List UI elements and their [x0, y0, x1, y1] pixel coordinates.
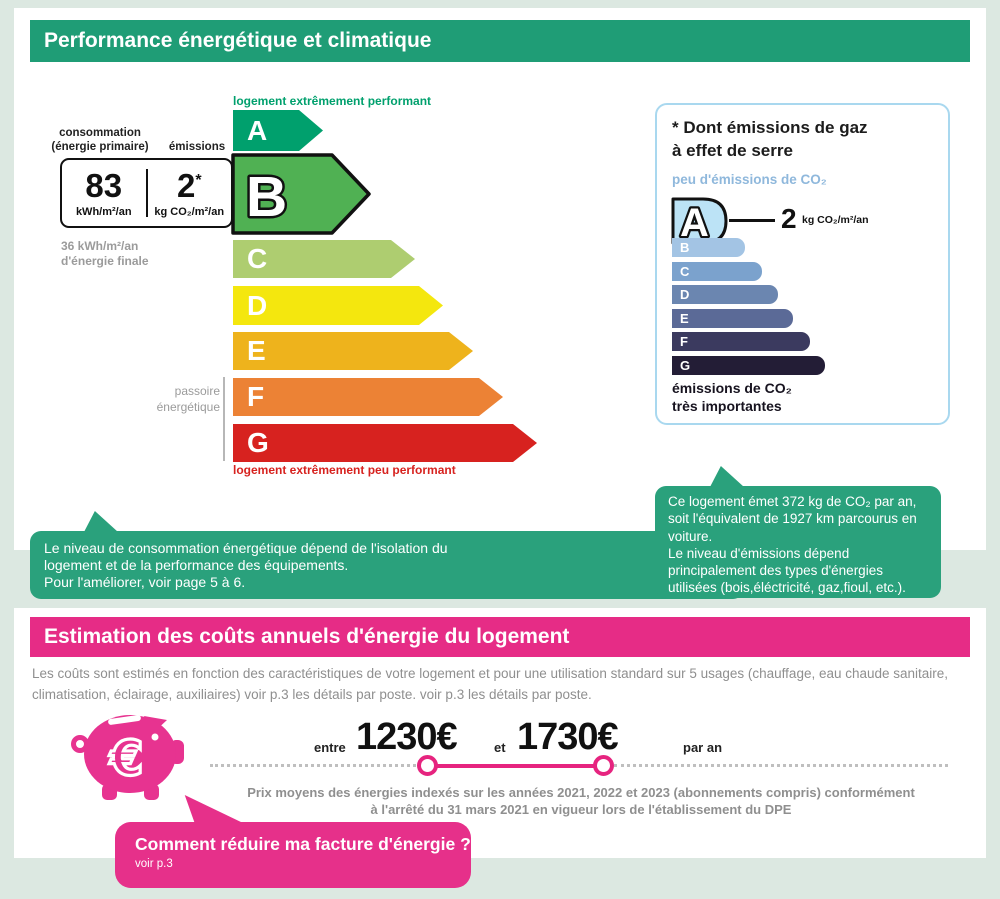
energy-class-b-arrow-shape [231, 153, 371, 235]
ges-class-row-d: D [672, 285, 778, 304]
scale-label-peu-performant: logement extrêmement peu performant [233, 463, 456, 477]
emissions-value-cell: 2* kg CO₂/m²/an [148, 169, 232, 218]
energy-class-letter-g: G [247, 427, 269, 458]
ges-info-text: Ce logement émet 372 kg de CO₂ par an, s… [655, 486, 941, 604]
cost-per-year-label: par an [683, 740, 723, 755]
passoire-bracket-line [223, 377, 225, 461]
consumption-label-line1: consommation [59, 127, 141, 139]
cost-slider-range-line [428, 764, 604, 768]
ges-class-letter-b: B [680, 240, 690, 255]
energy-class-letter-a: A [247, 114, 268, 146]
ges-info-line2: soit l'équivalent de 1927 km parcourus e… [668, 511, 917, 527]
consumption-value: 83 [85, 166, 123, 204]
costs-intro: Les coûts sont estimés en fonction des c… [32, 663, 957, 705]
emissions-value: 2* [148, 169, 232, 202]
section-title-costs: Estimation des coûts annuels d'énergie d… [30, 617, 970, 657]
energy-class-letter-b: B [246, 165, 287, 229]
ges-class-letter-d: D [680, 287, 690, 302]
energy-class-letter-c: C [247, 243, 268, 274]
ges-class-row-b: B [672, 238, 745, 257]
energy-class-row-e: E [233, 332, 473, 370]
cost-slider-max-dot [593, 755, 614, 776]
svg-text:€: € [109, 731, 143, 787]
ges-info-line1: Ce logement émet 372 kg de CO₂ par an, [668, 494, 917, 509]
energy-advice-line3: Pour l'améliorer, voir page 5 à 6. [44, 574, 246, 590]
scale-label-performant: logement extrêmement performant [233, 94, 432, 108]
energy-class-row-g: G [233, 424, 537, 462]
energy-class-row-b-selected: B [231, 153, 371, 235]
ges-info-bubble: Ce logement émet 372 kg de CO₂ par an, s… [655, 486, 941, 598]
energy-class-row-c: C [233, 240, 415, 278]
energy-class-letter-d: D [247, 289, 268, 321]
energy-advice-line1: Le niveau de consommation énergétique dé… [44, 540, 448, 556]
energy-advice-bubble: Le niveau de consommation énergétique dé… [30, 531, 744, 599]
ges-title-line2: à effet de serre [672, 141, 793, 160]
ges-footer-line2: très importantes [672, 398, 782, 414]
consumption-value-cell: 83 kWh/m²/an [62, 169, 146, 218]
energy-class-row-d: D [233, 286, 443, 325]
ges-subtitle: peu d'émissions de CO₂ [672, 172, 827, 187]
ges-class-row-g: G [672, 356, 825, 375]
emissions-number: 2 [176, 166, 196, 204]
energy-value-box: 83 kWh/m²/an 2* kg CO₂/m²/an [60, 158, 233, 228]
ges-class-row-f: F [672, 332, 810, 351]
ges-class-letter-c: C [680, 264, 690, 279]
ges-value-connector-line [729, 219, 775, 222]
final-energy-note-line2: d'énergie finale [61, 254, 149, 268]
ges-value: 2 [781, 203, 797, 234]
ges-info-line4: Le niveau d'émissions dépend [668, 545, 850, 561]
section-title-energy: Performance énergétique et climatique [30, 20, 970, 62]
ges-class-row-e: E [672, 309, 793, 328]
ges-info-line3: voiture. [668, 528, 713, 544]
ges-value-unit: kg CO₂/m²/an [802, 214, 869, 226]
energy-class-letter-f: F [247, 381, 265, 412]
price-note-line1: Prix moyens des énergies indexés sur les… [247, 785, 915, 800]
cost-min-value: 1230€ [356, 716, 458, 758]
emissions-unit: kg CO₂/m²/an [154, 205, 225, 218]
consumption-label-line2: (énergie primaire) [51, 141, 149, 153]
reduce-bill-title: Comment réduire ma facture d'énergie ? [135, 834, 471, 854]
piggy-bank-icon: € [71, 715, 184, 800]
energy-advice-line2: logement et de la performance des équipe… [44, 557, 349, 573]
ges-info-line5: principalement des types d'énergies [668, 563, 883, 579]
ges-footer-line1: émissions de CO₂ [672, 380, 792, 396]
ges-class-row-c: C [672, 262, 762, 281]
ges-class-letter-g: G [680, 358, 691, 373]
reduce-bill-bubble: Comment réduire ma facture d'énergie ? v… [115, 822, 471, 888]
costs-intro-line1: Les coûts sont estimés en fonction des c… [32, 666, 949, 681]
emissions-star: * [195, 171, 202, 189]
price-note-line2: à l'arrêté du 31 mars 2021 en vigueur lo… [370, 801, 792, 817]
ges-title-line1: * Dont émissions de gaz [672, 118, 868, 137]
passoire-label-line2: énergétique [156, 400, 220, 414]
energy-advice-text: Le niveau de consommation énergétique dé… [30, 531, 744, 600]
cost-max-value: 1730€ [517, 716, 619, 758]
value-box-divider [145, 169, 148, 217]
energy-class-row-f: F [233, 378, 503, 416]
cost-slider-min-dot [417, 755, 438, 776]
ges-class-letter-e: E [680, 311, 689, 326]
reduce-bill-sub: voir p.3 [135, 858, 173, 870]
ges-info-line6: utilisées (bois,éléctricité, gaz,fioul, … [668, 580, 906, 596]
final-energy-note-line1: 36 kWh/m²/an [61, 239, 139, 253]
cost-slider-dotted-right [614, 764, 948, 767]
consumption-unit: kWh/m²/an [75, 205, 132, 218]
emissions-label: émissions [168, 141, 226, 153]
cost-and-label: et [494, 740, 506, 755]
energy-class-letter-e: E [247, 335, 266, 366]
cost-between-label: entre [314, 740, 346, 755]
costs-intro-line2: climatisation, éclairage, auxiliaires) v… [32, 687, 592, 702]
passoire-label-line1: passoire [174, 384, 220, 398]
cost-slider-dotted-left [210, 764, 422, 767]
price-note: Prix moyens des énergies indexés sur les… [215, 785, 947, 818]
ges-class-letter-f: F [680, 334, 688, 349]
